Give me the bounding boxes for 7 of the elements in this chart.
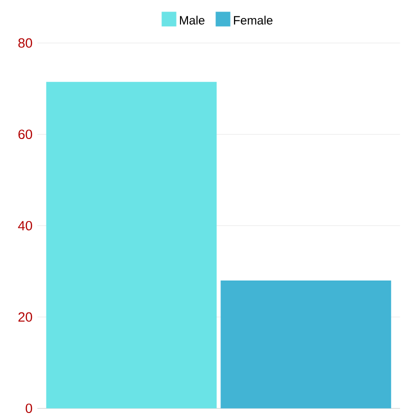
y-tick-label: 40	[18, 220, 32, 230]
y-tick-label: 20	[18, 312, 32, 322]
y-tick-label: 80	[18, 38, 32, 48]
legend-label: Female	[234, 16, 272, 25]
legend-label: Male	[180, 16, 204, 25]
y-tick-label: 0	[26, 404, 32, 414]
y-tick-label: 60	[18, 130, 32, 140]
